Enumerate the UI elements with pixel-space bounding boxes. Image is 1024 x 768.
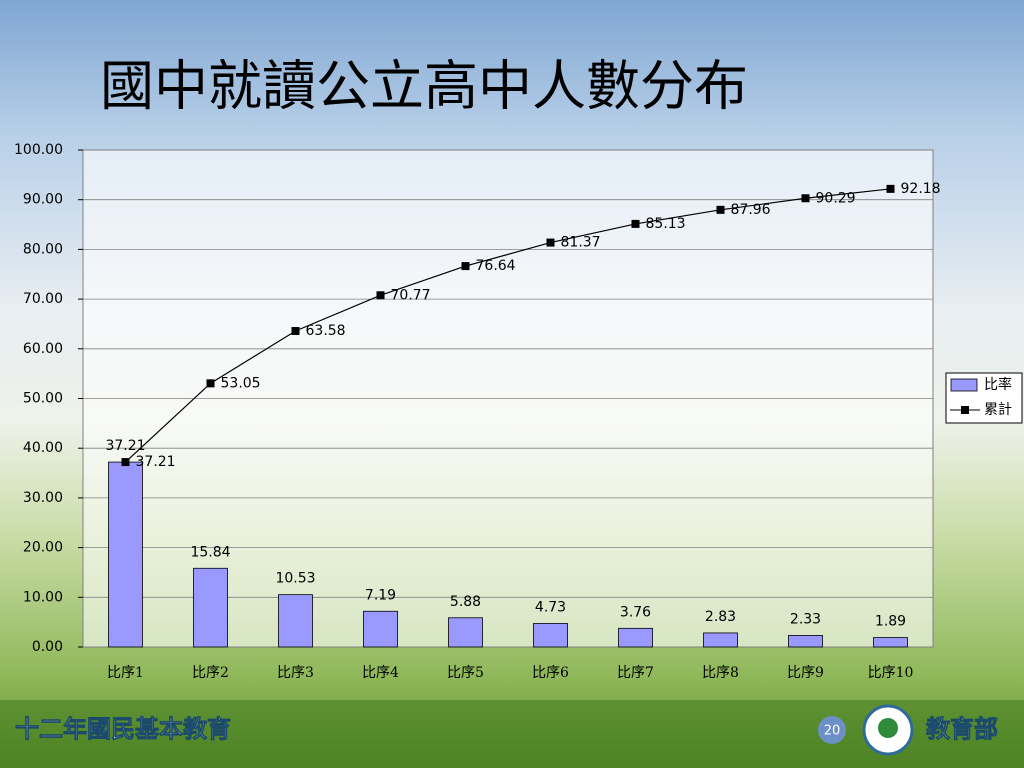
data-label: 37.21 bbox=[136, 454, 176, 470]
x-tick-label: 比序10 bbox=[868, 665, 914, 681]
data-label: 87.96 bbox=[731, 202, 771, 218]
marker bbox=[631, 219, 640, 228]
data-label: 4.73 bbox=[535, 599, 566, 615]
data-label: 3.76 bbox=[620, 604, 651, 620]
y-tick-label: 0.00 bbox=[32, 639, 63, 655]
page-badge bbox=[818, 716, 846, 744]
x-tick-label: 比序2 bbox=[192, 665, 229, 681]
y-tick-label: 30.00 bbox=[23, 490, 63, 506]
line bbox=[125, 188, 891, 463]
marker bbox=[376, 291, 385, 300]
bar bbox=[278, 594, 313, 648]
bar bbox=[448, 617, 483, 648]
data-label: 63.58 bbox=[306, 323, 346, 339]
data-label: 10.53 bbox=[275, 571, 315, 587]
data-label: 85.13 bbox=[646, 216, 686, 232]
data-label: 1.89 bbox=[875, 614, 906, 630]
data-label: 76.64 bbox=[476, 258, 516, 274]
x-tick-label: 比序1 bbox=[107, 665, 144, 681]
y-tick-label: 40.00 bbox=[23, 440, 63, 456]
marker bbox=[461, 262, 470, 271]
marker bbox=[206, 379, 215, 388]
footer-program: 十二年國民基本教育 bbox=[15, 715, 231, 743]
x-tick-label: 比序9 bbox=[787, 665, 824, 681]
marker bbox=[121, 458, 130, 467]
bar bbox=[108, 461, 143, 648]
y-tick-label: 10.00 bbox=[23, 589, 63, 605]
data-label: 37.21 bbox=[105, 438, 145, 454]
y-tick-label: 90.00 bbox=[23, 192, 63, 208]
data-label: 70.77 bbox=[391, 287, 431, 303]
data-label: 5.88 bbox=[450, 594, 481, 610]
data-label: 90.29 bbox=[816, 190, 856, 206]
y-tick-label: 60.00 bbox=[23, 341, 63, 357]
legend-swatch bbox=[950, 378, 978, 392]
footer-band bbox=[0, 700, 1024, 768]
data-label: 15.84 bbox=[190, 544, 230, 560]
bar bbox=[363, 610, 398, 648]
x-tick-label: 比序5 bbox=[447, 665, 484, 681]
bar bbox=[533, 623, 568, 648]
y-tick-label: 20.00 bbox=[23, 540, 63, 556]
legend-marker bbox=[961, 406, 969, 414]
data-label: 2.83 bbox=[705, 609, 736, 625]
logo-mark bbox=[878, 718, 898, 738]
page-number: 20 bbox=[824, 724, 841, 739]
x-tick-label: 比序4 bbox=[362, 665, 399, 681]
y-tick-label: 100.00 bbox=[14, 142, 63, 158]
data-label: 81.37 bbox=[561, 235, 601, 251]
legend-box bbox=[945, 372, 1023, 424]
x-tick-label: 比序7 bbox=[617, 665, 654, 681]
marker bbox=[291, 327, 300, 336]
bar bbox=[193, 567, 228, 648]
marker bbox=[886, 184, 895, 193]
footer-ministry: 教育部 bbox=[926, 715, 998, 743]
y-tick-label: 70.00 bbox=[23, 291, 63, 307]
bar bbox=[873, 637, 908, 648]
x-tick-label: 比序8 bbox=[702, 665, 739, 681]
marker bbox=[801, 194, 810, 203]
x-tick-label: 比序6 bbox=[532, 665, 569, 681]
bar bbox=[703, 632, 738, 648]
bar bbox=[788, 635, 823, 648]
data-label: 2.33 bbox=[790, 611, 821, 627]
marker bbox=[546, 238, 555, 247]
y-tick-label: 80.00 bbox=[23, 241, 63, 257]
data-label: 7.19 bbox=[365, 587, 396, 603]
marker bbox=[716, 205, 725, 214]
y-tick-label: 50.00 bbox=[23, 391, 63, 407]
bar bbox=[618, 627, 653, 648]
legend-label: 比率 bbox=[984, 376, 1012, 393]
data-label: 53.05 bbox=[221, 375, 261, 391]
x-tick-label: 比序3 bbox=[277, 665, 314, 681]
chart-title: 國中就讀公立高中人數分布 bbox=[100, 55, 748, 118]
data-label: 92.18 bbox=[901, 181, 941, 197]
legend-label: 累計 bbox=[984, 402, 1012, 418]
